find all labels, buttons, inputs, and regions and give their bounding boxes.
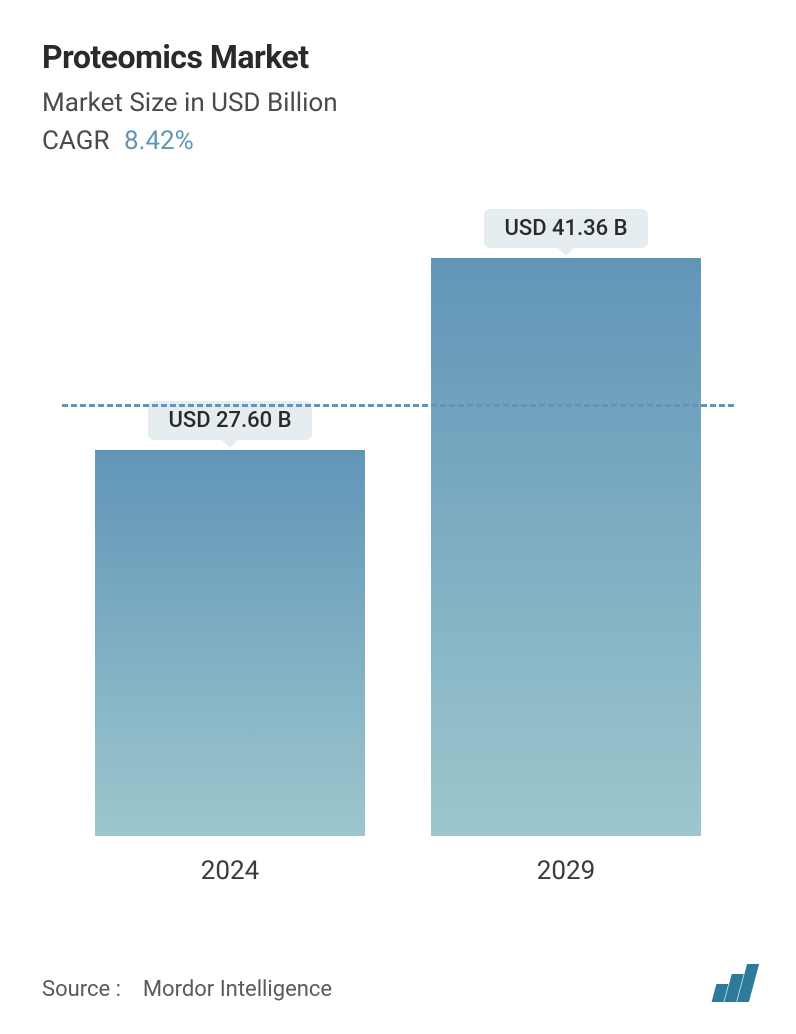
cagr-label: CAGR <box>42 126 109 156</box>
x-axis-label: 2024 <box>95 856 365 886</box>
value-badge: USD 41.36 B <box>484 209 647 248</box>
bar <box>431 258 701 836</box>
reference-line <box>62 404 734 407</box>
mordor-logo-icon <box>714 964 754 1002</box>
bars-container: USD 27.60 B USD 41.36 B <box>62 196 734 836</box>
cagr-value: 8.42% <box>124 126 194 156</box>
bar-group: USD 41.36 B <box>431 209 701 836</box>
cagr-line: CAGR 8.42% <box>42 126 754 156</box>
source-label: Source : <box>42 977 121 1002</box>
chart-title: Proteomics Market <box>42 38 754 76</box>
chart-area: USD 27.60 B USD 41.36 B 2024 2029 <box>62 196 734 886</box>
bar <box>95 450 365 836</box>
chart-subtitle: Market Size in USD Billion <box>42 88 754 118</box>
x-axis-labels: 2024 2029 <box>62 856 734 886</box>
source-name: Mordor Intelligence <box>143 977 332 1002</box>
bar-group: USD 27.60 B <box>95 401 365 836</box>
source-attribution: Source : Mordor Intelligence <box>42 977 332 1002</box>
x-axis-label: 2029 <box>431 856 701 886</box>
chart-footer: Source : Mordor Intelligence <box>42 964 754 1002</box>
